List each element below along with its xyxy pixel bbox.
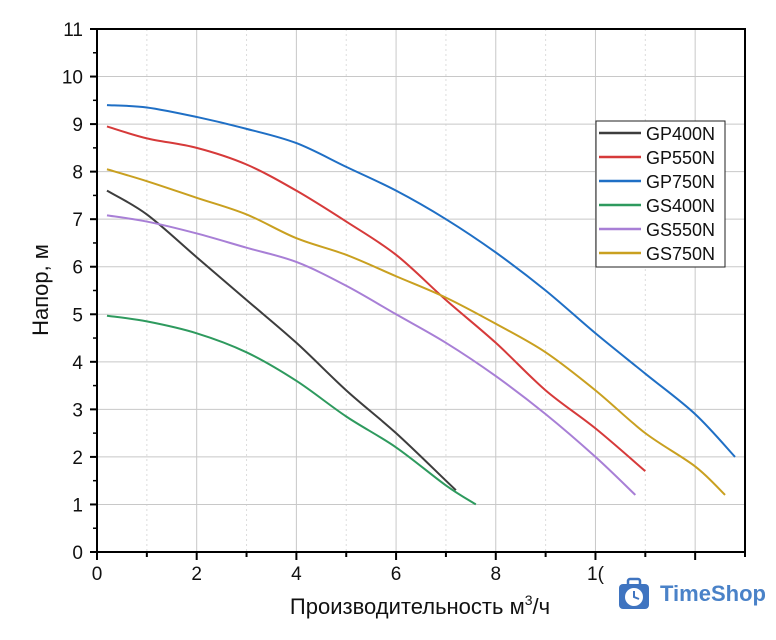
y-tick-label: 9 [72, 115, 83, 136]
y-tick-label: 0 [72, 543, 83, 564]
series-line-gp550n [106, 125, 646, 472]
y-tick-label: 3 [72, 400, 83, 421]
series-lines [106, 104, 736, 506]
grid [97, 29, 745, 552]
x-tick-label: 6 [391, 564, 402, 585]
clock-bag-icon [619, 577, 649, 609]
series-line-gs750n [106, 168, 726, 496]
legend-label: GP550N [646, 148, 715, 168]
legend-label: GS550N [646, 220, 715, 240]
axis-ticks: 0 1 2 3 4 5 6 7 8 9 10 11 0 2 4 6 8 1( [62, 20, 746, 585]
series-line-gp400n [106, 189, 457, 491]
watermark-text: TimeShop [660, 581, 766, 606]
legend-label: GS400N [646, 196, 715, 216]
legend-label: GS750N [646, 244, 715, 264]
x-tick-label: 1( [587, 564, 605, 585]
y-tick-label: 8 [72, 163, 83, 184]
legend-box [595, 120, 726, 268]
y-tick-label: 5 [72, 305, 83, 326]
series-line-gs550n [106, 214, 637, 496]
series-line-gs400n [106, 314, 477, 506]
y-tick-label: 2 [72, 448, 83, 469]
x-tick-label: 0 [92, 564, 103, 585]
y-tick-label: 4 [72, 353, 83, 374]
x-tick-label: 4 [291, 564, 302, 585]
series-line-gp750n [106, 104, 736, 458]
legend-label: GP400N [646, 124, 715, 144]
y-tick-label: 11 [63, 20, 83, 41]
y-tick-label: 6 [72, 258, 83, 279]
plot-frame [96, 28, 746, 553]
x-tick-label: 8 [490, 564, 501, 585]
x-axis-label: Производительность м3/ч [290, 592, 550, 619]
y-axis-label: Напор, м [28, 244, 53, 336]
y-tick-label: 1 [72, 495, 83, 516]
x-tick-label: 2 [191, 564, 202, 585]
watermark-logo: TimeShop [612, 575, 770, 613]
legend-label: GP750N [646, 172, 715, 192]
y-tick-label: 10 [62, 68, 83, 89]
legend: GP400N GP550N GP750N GS400N GS550N GS750N [595, 120, 726, 268]
y-tick-label: 7 [72, 210, 83, 231]
